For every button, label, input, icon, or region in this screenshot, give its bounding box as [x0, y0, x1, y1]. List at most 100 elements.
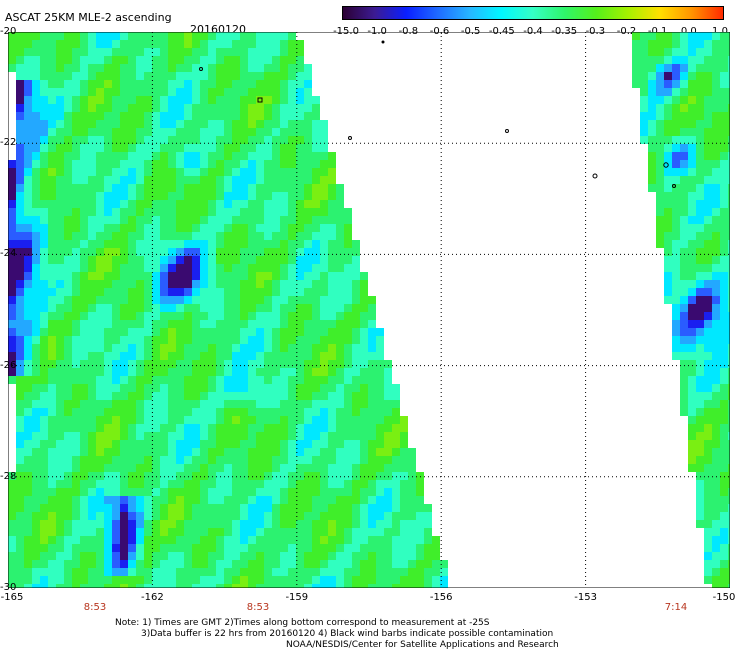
data-cell	[136, 432, 144, 440]
data-cell	[168, 216, 176, 224]
data-cell	[144, 400, 152, 408]
data-cell	[664, 256, 672, 264]
data-cell	[264, 160, 272, 168]
data-cell	[176, 232, 184, 240]
data-cell	[312, 112, 320, 120]
data-cell	[240, 168, 248, 176]
data-cell	[400, 448, 408, 456]
data-cell	[152, 432, 160, 440]
data-cell	[192, 240, 200, 248]
data-cell	[232, 520, 240, 528]
data-cell	[248, 552, 256, 560]
data-cell	[176, 472, 184, 480]
data-cell	[296, 304, 304, 312]
data-cell	[16, 432, 24, 440]
data-cell	[344, 336, 352, 344]
data-cell	[304, 408, 312, 416]
data-cell	[216, 256, 224, 264]
data-cell	[440, 576, 448, 584]
data-cell	[200, 256, 208, 264]
data-cell	[240, 256, 248, 264]
data-cell	[408, 560, 416, 568]
data-cell	[696, 416, 704, 424]
data-cell	[272, 344, 280, 352]
data-cell	[64, 48, 72, 56]
data-cell	[320, 256, 328, 264]
data-cell	[40, 440, 48, 448]
data-cell	[144, 296, 152, 304]
data-cell	[120, 456, 128, 464]
data-cell	[312, 144, 320, 152]
data-cell	[24, 168, 32, 176]
data-cell	[224, 152, 232, 160]
data-cell	[160, 448, 168, 456]
data-cell	[232, 320, 240, 328]
data-cell	[56, 56, 64, 64]
data-cell	[256, 312, 264, 320]
data-cell	[32, 472, 40, 480]
data-cell	[240, 216, 248, 224]
data-cell	[248, 184, 256, 192]
data-cell	[224, 576, 232, 584]
data-cell	[104, 304, 112, 312]
data-cell	[144, 48, 152, 56]
data-cell	[8, 336, 16, 344]
data-cell	[48, 568, 56, 576]
data-cell	[48, 528, 56, 536]
data-cell	[80, 144, 88, 152]
data-cell	[360, 568, 368, 576]
data-cell	[280, 216, 288, 224]
data-cell	[40, 584, 48, 588]
data-cell	[264, 256, 272, 264]
data-cell	[376, 568, 384, 576]
data-cell	[8, 568, 16, 576]
data-cell	[152, 32, 160, 40]
data-cell	[208, 408, 216, 416]
data-cell	[272, 184, 280, 192]
data-cell	[240, 184, 248, 192]
data-cell	[208, 64, 216, 72]
data-cell	[104, 512, 112, 520]
data-cell	[272, 288, 280, 296]
data-cell	[240, 48, 248, 56]
data-cell	[224, 232, 232, 240]
data-cell	[48, 416, 56, 424]
data-cell	[24, 400, 32, 408]
data-cell	[64, 576, 72, 584]
data-cell	[24, 336, 32, 344]
data-cell	[248, 304, 256, 312]
data-cell	[328, 480, 336, 488]
data-cell	[352, 584, 360, 588]
data-cell	[648, 168, 656, 176]
data-cell	[712, 208, 720, 216]
data-cell	[176, 568, 184, 576]
data-cell	[120, 360, 128, 368]
data-cell	[400, 520, 408, 528]
data-cell	[120, 136, 128, 144]
island	[672, 184, 676, 188]
data-cell	[392, 464, 400, 472]
data-cell	[336, 424, 344, 432]
data-cell	[160, 536, 168, 544]
data-cell	[40, 568, 48, 576]
data-cell	[280, 352, 288, 360]
data-cell	[40, 40, 48, 48]
data-cell	[48, 128, 56, 136]
data-cell	[336, 304, 344, 312]
data-cell	[64, 232, 72, 240]
data-cell	[40, 536, 48, 544]
data-cell	[280, 400, 288, 408]
data-cell	[224, 432, 232, 440]
data-cell	[176, 352, 184, 360]
data-cell	[168, 248, 176, 256]
data-cell	[184, 88, 192, 96]
data-cell	[200, 520, 208, 528]
data-cell	[176, 328, 184, 336]
data-cell	[248, 416, 256, 424]
data-cell	[128, 128, 136, 136]
data-cell	[80, 392, 88, 400]
data-cell	[696, 120, 704, 128]
data-cell	[680, 40, 688, 48]
data-cell	[96, 464, 104, 472]
data-cell	[256, 112, 264, 120]
